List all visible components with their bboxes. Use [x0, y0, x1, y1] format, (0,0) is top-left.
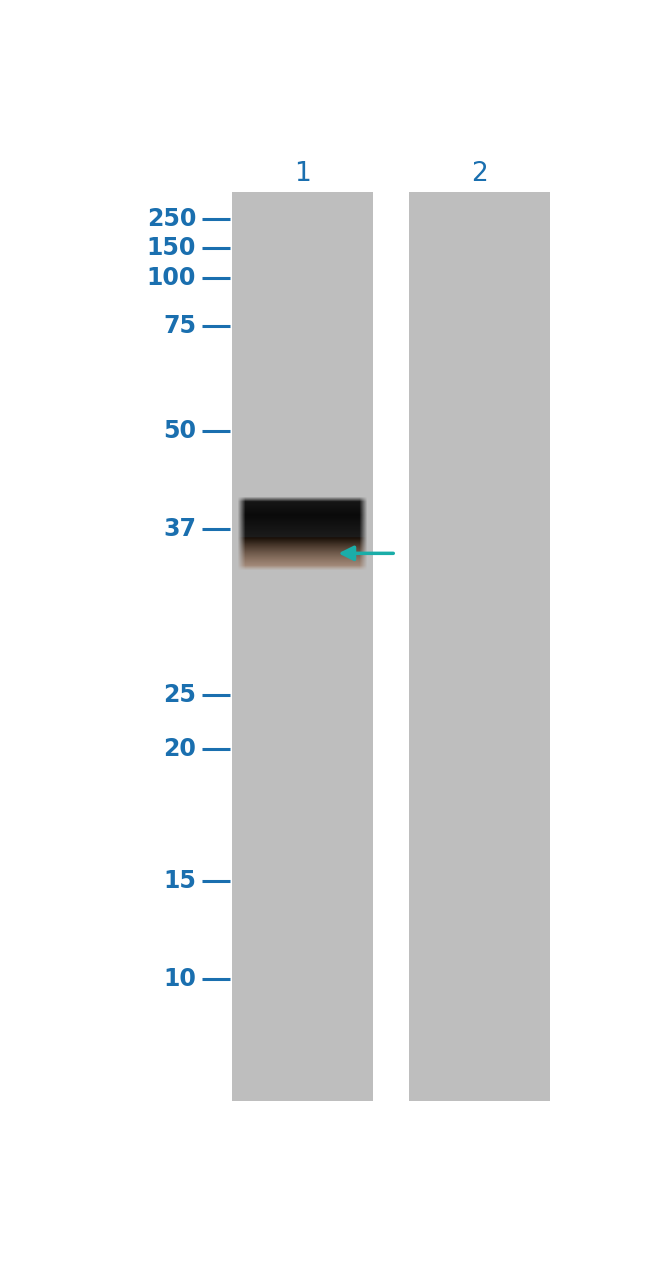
Text: 15: 15 — [163, 869, 196, 893]
FancyBboxPatch shape — [409, 192, 550, 1101]
Text: 37: 37 — [163, 517, 196, 541]
Text: 2: 2 — [471, 161, 488, 187]
Text: 100: 100 — [147, 265, 196, 290]
Text: 250: 250 — [147, 207, 196, 231]
Text: 150: 150 — [147, 236, 196, 260]
Text: 10: 10 — [163, 966, 196, 991]
Text: 20: 20 — [163, 737, 196, 761]
Text: 75: 75 — [163, 315, 196, 339]
FancyBboxPatch shape — [233, 192, 373, 1101]
Text: 25: 25 — [163, 683, 196, 707]
Text: 50: 50 — [163, 419, 196, 443]
Text: 1: 1 — [294, 161, 311, 187]
